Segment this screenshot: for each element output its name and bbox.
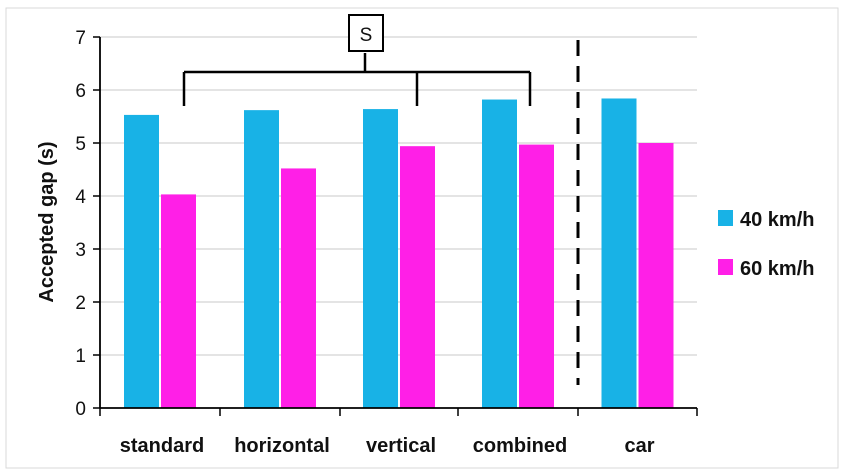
bars	[124, 98, 674, 408]
bar-60kmh-car	[638, 143, 674, 408]
bar-60kmh-horizontal	[281, 168, 316, 408]
bar-40kmh-combined	[482, 99, 517, 408]
y-tick-label: 1	[75, 346, 86, 367]
bar-40kmh-standard	[124, 114, 159, 408]
significance-annotation: S	[182, 14, 532, 106]
sig-label-box	[348, 14, 384, 52]
x-category-label: vertical	[366, 435, 436, 457]
legend-label-60kmh: 60 km/h	[740, 258, 814, 280]
y-tick-label: 7	[75, 28, 86, 49]
bar-40kmh-horizontal	[244, 110, 279, 408]
x-category-label: combined	[473, 435, 567, 457]
x-category-label: car	[624, 435, 654, 457]
bar-60kmh-standard	[161, 194, 196, 408]
y-tick-label: 5	[75, 134, 86, 155]
legend-swatch-60kmh	[718, 259, 733, 275]
axes: 0 1 2 3 4 5 6 7 standard horizontal vertical combin…	[75, 28, 698, 457]
gridlines	[100, 36, 697, 356]
y-tick-label: 2	[75, 293, 86, 314]
y-tick-label: 6	[75, 81, 86, 102]
x-category-label: standard	[120, 435, 204, 457]
bar-60kmh-combined	[519, 144, 554, 408]
y-tick-label: 4	[75, 187, 86, 208]
bar-40kmh-car	[601, 98, 637, 408]
bar-40kmh-vertical	[363, 109, 398, 408]
legend-swatch-40kmh	[718, 210, 733, 226]
bar-60kmh-vertical	[400, 146, 435, 408]
x-category-label: horizontal	[234, 435, 330, 457]
legend-label-40kmh: 40 km/h	[740, 209, 814, 231]
y-tick-label: 0	[75, 399, 86, 420]
sig-label: S	[360, 25, 373, 46]
y-tick-label: 3	[75, 240, 86, 261]
y-axis-title: Accepted gap (s)	[36, 141, 58, 302]
legend: 40 km/h 60 km/h	[718, 209, 814, 280]
chart-border	[5, 7, 839, 469]
